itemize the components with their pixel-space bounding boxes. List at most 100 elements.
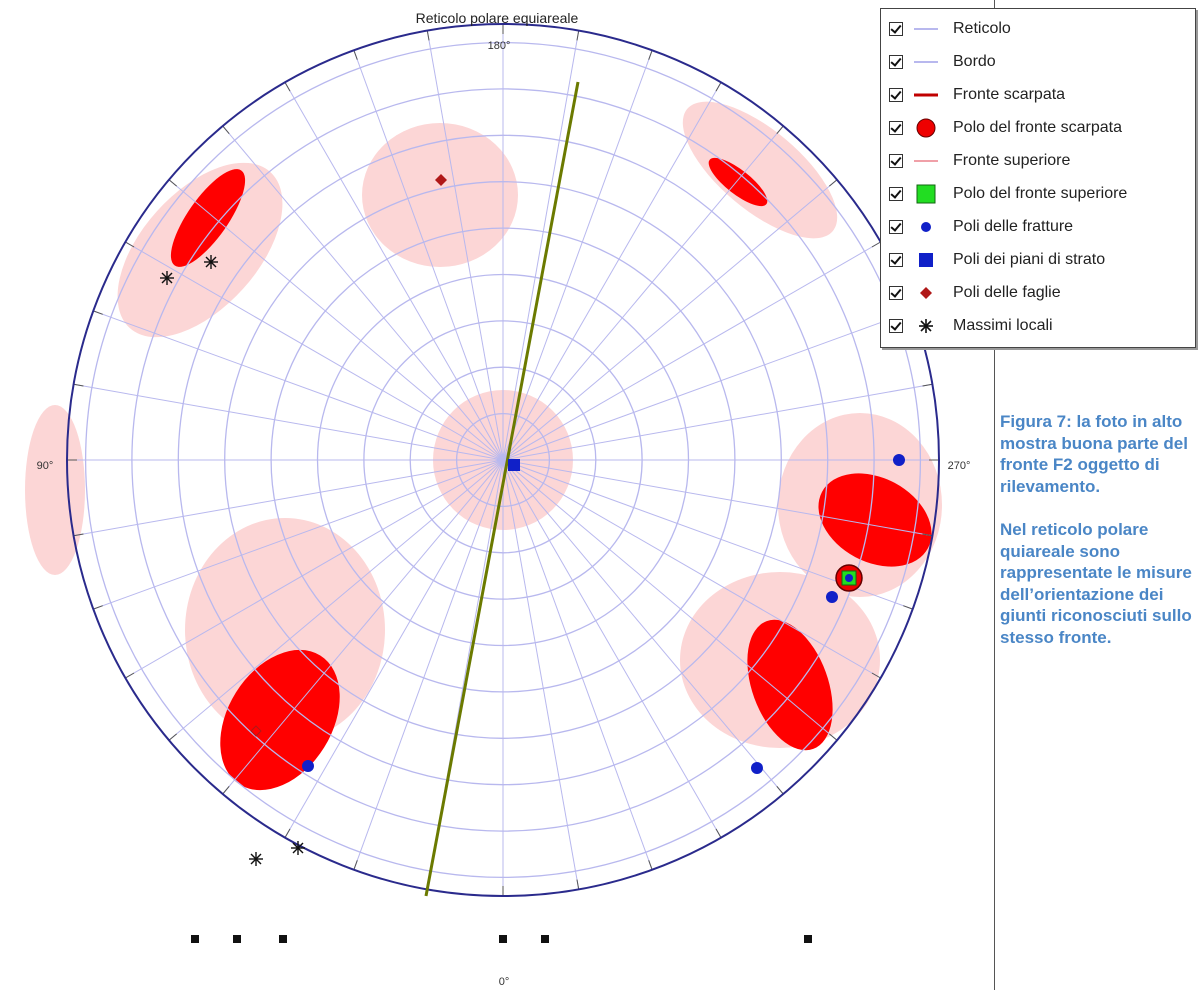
checkbox-icon[interactable]: [889, 22, 903, 36]
checkbox-icon[interactable]: [889, 286, 903, 300]
polar-grid-radials: [67, 24, 939, 896]
border-tick: [222, 125, 230, 134]
density-low-blob: [682, 101, 838, 239]
border-tick: [715, 82, 722, 92]
grid-radial: [502, 459, 580, 890]
border-tick: [125, 241, 135, 248]
bottom-marker: [499, 935, 507, 943]
border-tick: [776, 125, 784, 134]
border-tick: [168, 733, 177, 741]
line-icon: [914, 93, 938, 97]
line-icon: [914, 61, 938, 63]
line-icon: [914, 160, 938, 162]
slope-face-great-circle: [424, 81, 580, 897]
legend-item-reticolo[interactable]: Reticolo: [889, 15, 1189, 43]
legend-item-poli-faglie[interactable]: Poli delle faglie: [889, 279, 1189, 307]
grid-radial: [93, 459, 504, 610]
legend-label: Fronte superiore: [953, 152, 1071, 169]
fault-pole: [435, 174, 447, 186]
legend-label: Poli delle faglie: [953, 284, 1061, 301]
local-max-marker: [249, 852, 263, 866]
legend-item-fronte-superiore[interactable]: Fronte superiore: [889, 147, 1189, 175]
fracture-pole: [893, 454, 905, 466]
density-high-blob: [818, 473, 932, 567]
border-tick: [903, 605, 913, 610]
density-high-blob: [708, 157, 768, 207]
checkbox-icon[interactable]: [889, 187, 903, 201]
legend-item-fronte-scarpata[interactable]: Fronte scarpata: [889, 81, 1189, 109]
density-low-blob: [25, 405, 85, 575]
label-180: 180°: [488, 40, 511, 52]
red-circle-icon: [916, 118, 936, 138]
fault-pole: [250, 725, 262, 737]
grid-radial: [93, 310, 504, 461]
legend-label: Poli delle fratture: [953, 218, 1074, 235]
grid-radial: [73, 383, 504, 461]
legend-label: Polo del fronte superiore: [953, 185, 1128, 202]
stereonet-panel: [994, 0, 995, 990]
grid-radial: [502, 310, 913, 461]
legend-panel: Reticolo Bordo Fronte scarpata Polo del …: [880, 8, 1196, 348]
checkbox-icon[interactable]: [889, 253, 903, 267]
border-tick: [73, 533, 84, 537]
bottom-marker: [233, 935, 241, 943]
border-tick: [576, 30, 580, 41]
caption-paragraph-2: Nel reticolo polare quiareale sono rappr…: [1000, 520, 1192, 647]
grid-radial: [125, 459, 504, 679]
legend-item-polo-fronte-scarpata[interactable]: Polo del fronte scarpata: [889, 114, 1189, 142]
checkbox-icon[interactable]: [889, 88, 903, 102]
bottom-marker: [191, 935, 199, 943]
legend-item-poli-piani-strato[interactable]: Poli dei piani di strato: [889, 246, 1189, 274]
checkbox-icon[interactable]: [889, 319, 903, 333]
label-0: 0°: [499, 976, 510, 988]
border-tick: [648, 50, 653, 60]
legend-item-bordo[interactable]: Bordo: [889, 48, 1189, 76]
asterisk-stroke: [250, 853, 262, 865]
legend-item-massimi-locali[interactable]: Massimi locali: [889, 312, 1189, 340]
border-tick: [93, 605, 103, 610]
asterisk-stroke: [161, 272, 173, 284]
bottom-markers: [191, 935, 812, 943]
grid-radial: [502, 241, 881, 461]
checkbox-icon[interactable]: [889, 55, 903, 69]
green-square-icon: [916, 184, 936, 204]
grid-radial: [502, 179, 838, 461]
border-tick: [576, 879, 580, 890]
local-max-marker: [291, 841, 305, 855]
label-270: 270°: [948, 460, 971, 472]
poles-layer: [160, 174, 905, 866]
density-high-layer: [170, 157, 932, 791]
bottom-marker: [541, 935, 549, 943]
bottom-marker: [279, 935, 287, 943]
legend-label: Bordo: [953, 53, 996, 70]
grid-radial: [353, 459, 504, 870]
grid-radial: [502, 459, 881, 679]
legend-item-poli-fratture[interactable]: Poli delle fratture: [889, 213, 1189, 241]
bottom-marker: [804, 935, 812, 943]
stereonet-plot: Reticolo polare equiareale 180° 0° 90° 2…: [25, 10, 971, 988]
legend-item-polo-fronte-superiore[interactable]: Polo del fronte superiore: [889, 180, 1189, 208]
local-max-marker: [160, 271, 174, 285]
checkbox-icon[interactable]: [889, 154, 903, 168]
grid-radial: [502, 459, 838, 741]
local-max-marker: [204, 255, 218, 269]
border-tick: [922, 533, 933, 537]
checkbox-icon[interactable]: [889, 220, 903, 234]
grid-radial: [502, 459, 653, 870]
grid-radial: [502, 459, 933, 537]
border-tick: [829, 733, 838, 741]
border-tick: [93, 310, 103, 315]
checkbox-icon[interactable]: [889, 121, 903, 135]
grid-radial: [502, 383, 933, 461]
grid-radial: [284, 82, 504, 461]
border-tick: [922, 383, 933, 387]
legend-label: Reticolo: [953, 20, 1011, 37]
border-tick: [426, 30, 430, 41]
fracture-pole: [751, 762, 763, 774]
border-tick: [73, 383, 84, 387]
legend-label: Poli dei piani di strato: [953, 251, 1106, 268]
grid-radial: [168, 179, 504, 461]
density-low-blob: [362, 123, 518, 267]
border-tick: [353, 860, 358, 870]
grid-radial: [222, 125, 504, 461]
